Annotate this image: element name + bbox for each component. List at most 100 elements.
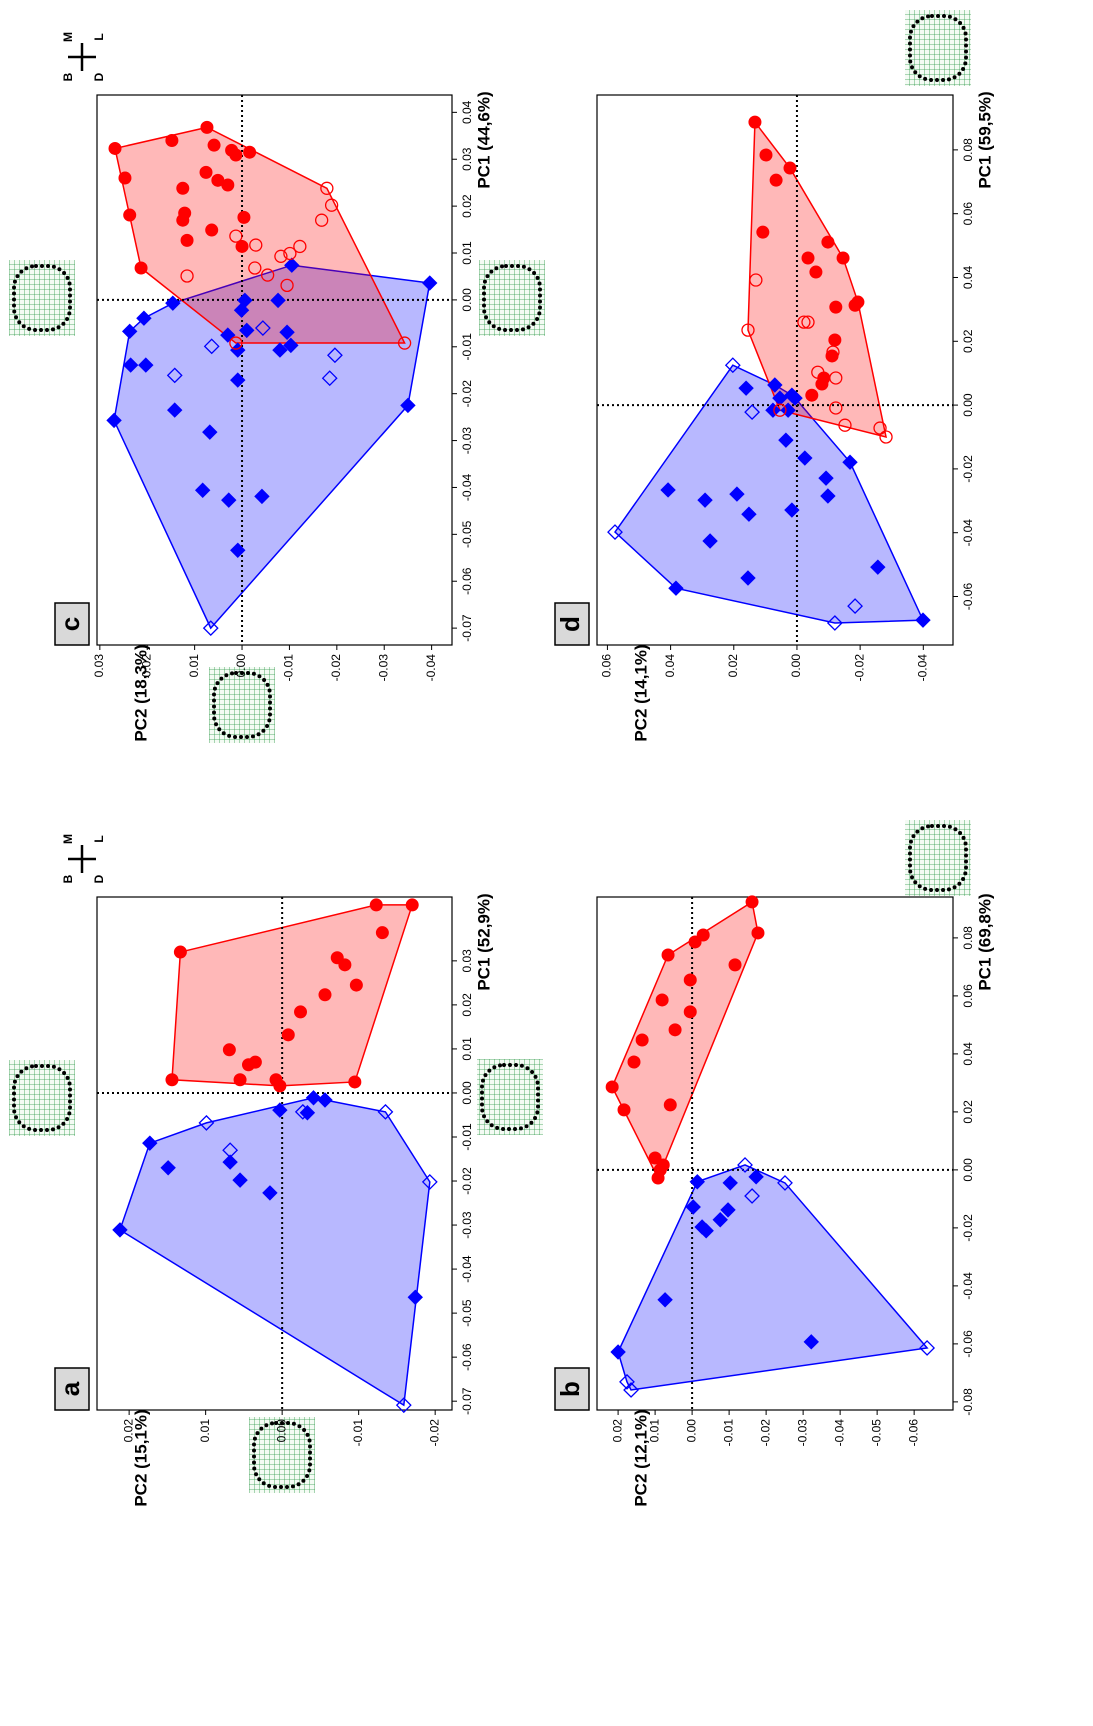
plot-frame [596, 94, 954, 646]
point [230, 372, 246, 388]
point [836, 251, 850, 265]
point [422, 275, 438, 291]
point [744, 1188, 760, 1204]
point [607, 524, 623, 540]
point [317, 1092, 333, 1108]
point [826, 345, 840, 359]
point [663, 1098, 677, 1112]
point [728, 958, 742, 972]
point [369, 898, 383, 912]
point [805, 388, 819, 402]
shape-thumbnail [905, 10, 971, 86]
point [767, 377, 783, 393]
point [842, 454, 858, 470]
point [200, 120, 214, 134]
point [783, 161, 797, 175]
point [294, 1005, 308, 1019]
outline-dots [252, 1421, 312, 1489]
y-tick-label: 0.04 [663, 654, 677, 678]
point [870, 559, 886, 575]
point [777, 1175, 793, 1191]
point [123, 208, 137, 222]
point [136, 310, 152, 326]
point [315, 213, 329, 227]
x-tick-label: 0.02 [460, 194, 474, 218]
point [272, 342, 288, 358]
y-tick-label: 0.02 [726, 654, 740, 678]
x-axis-label: PC1 (59,5%) [975, 91, 994, 188]
point [803, 1334, 819, 1350]
point [722, 1175, 738, 1191]
point [829, 300, 843, 314]
point [142, 1135, 158, 1151]
point [829, 371, 843, 385]
x-tick-label: -0.06 [460, 1343, 474, 1371]
point [229, 229, 243, 243]
group-hull [747, 119, 888, 439]
x-tick-label: 0.02 [460, 993, 474, 1017]
compass-label: L [92, 835, 106, 842]
y-tick-label: -0.02 [852, 654, 866, 682]
x-tick-label: 0.03 [460, 147, 474, 171]
y-tick-label: -0.01 [351, 1419, 365, 1447]
point [801, 315, 815, 329]
x-tick-label: 0.08 [961, 138, 975, 162]
point [199, 165, 213, 179]
y-tick-label: 0.06 [600, 654, 614, 678]
point [237, 292, 253, 309]
y-axis-label: PC2 (18,3%) [131, 644, 150, 741]
x-tick-label: -0.08 [961, 1388, 975, 1416]
x-tick-label: 0.00 [961, 1158, 975, 1182]
compass-label: M [61, 32, 75, 42]
compass-label: B [61, 72, 75, 81]
point [122, 357, 139, 373]
y-tick-label: -0.06 [906, 1419, 920, 1447]
point [619, 1373, 635, 1390]
x-tick-label: 0.08 [961, 926, 975, 950]
point [748, 115, 762, 129]
y-tick-label: 0.03 [92, 654, 106, 678]
point [160, 1160, 176, 1176]
panel-label: d [555, 616, 585, 632]
point [375, 926, 389, 940]
point [820, 488, 836, 504]
y-tick-label: -0.02 [329, 654, 343, 682]
point [400, 397, 416, 414]
point [165, 133, 179, 147]
point [421, 1173, 438, 1190]
y-tick-label: 0.02 [139, 654, 153, 678]
panel-label-box [554, 602, 590, 646]
point [737, 1157, 753, 1173]
point [407, 1289, 423, 1305]
compass-label: L [92, 33, 106, 40]
point [222, 1142, 239, 1159]
y-tick-label: -0.02 [758, 1419, 772, 1447]
point [668, 580, 684, 596]
point [283, 246, 297, 261]
y-tick-label: -0.04 [424, 654, 438, 682]
panel-label-box [54, 1367, 90, 1411]
y-axis-label: PC2 (14,1%) [631, 644, 650, 741]
y-tick-label: -0.03 [795, 1419, 809, 1447]
x-tick-label: -0.01 [460, 1123, 474, 1151]
x-tick-label: 0.04 [460, 100, 474, 124]
point [655, 993, 669, 1007]
point [254, 488, 270, 505]
panel-label: b [555, 1381, 585, 1397]
point [741, 323, 755, 337]
point [293, 239, 307, 254]
point [321, 370, 338, 387]
y-tick-label: 0.00 [274, 1419, 288, 1443]
y-tick-label: 0.00 [789, 654, 803, 678]
point [773, 403, 787, 417]
outline-dots [212, 671, 272, 739]
point [233, 1073, 247, 1087]
point [821, 235, 835, 249]
point [683, 1005, 697, 1019]
point [749, 273, 763, 287]
point [610, 1344, 626, 1360]
point [873, 421, 887, 435]
y-tick-label: 0.01 [647, 1419, 661, 1443]
compass-label: M [61, 834, 75, 844]
